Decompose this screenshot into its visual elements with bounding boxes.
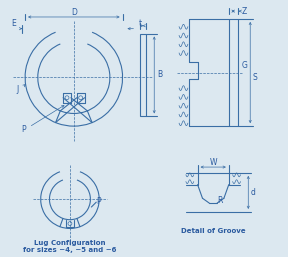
Text: Z: Z (242, 7, 247, 16)
Text: P: P (21, 125, 25, 134)
Text: D: D (71, 8, 77, 17)
Text: R: R (217, 196, 223, 205)
Text: J: J (16, 85, 18, 94)
Text: G: G (241, 61, 247, 70)
Bar (140, 34, 146, 116)
Text: Detail of Groove: Detail of Groove (181, 228, 245, 234)
Text: E: E (11, 19, 16, 28)
Text: W: W (209, 158, 217, 167)
Text: P: P (96, 197, 101, 206)
Text: d: d (251, 188, 255, 197)
Text: Lug Configuration
for sizes −4, −5 and −6: Lug Configuration for sizes −4, −5 and −… (23, 240, 117, 253)
Text: t: t (139, 19, 142, 28)
Text: S: S (253, 73, 257, 82)
Text: B: B (158, 70, 163, 79)
